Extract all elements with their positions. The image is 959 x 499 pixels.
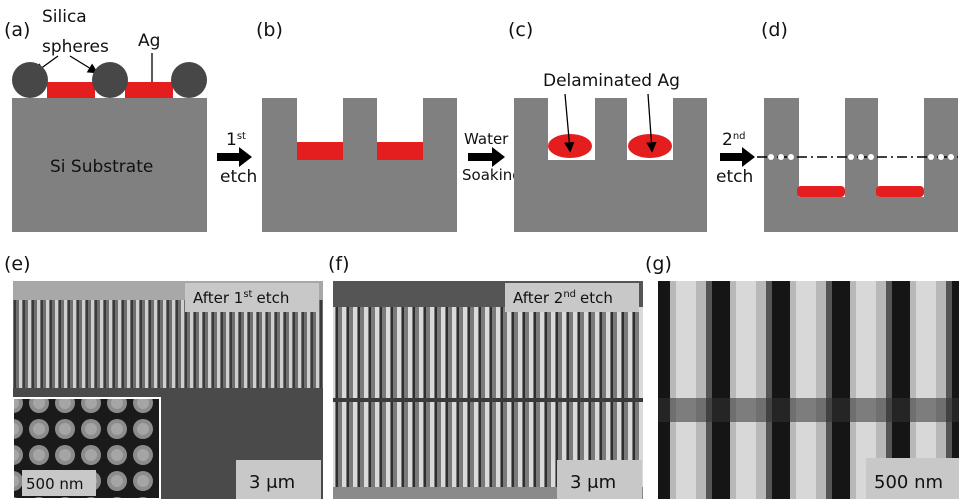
panel-label: (g)	[645, 253, 672, 275]
ag-label: Ag	[138, 31, 160, 51]
text-part: st	[237, 131, 246, 142]
panel-label: (a)	[4, 19, 30, 41]
arrow-body	[217, 153, 239, 161]
arrow-head	[492, 147, 505, 167]
panel-label: (b)	[256, 19, 283, 41]
image-caption: After 2nd etch	[513, 289, 613, 307]
silver-film	[297, 142, 343, 160]
arrow	[69, 55, 99, 74]
text-part: st	[243, 289, 252, 300]
step-word: etch	[716, 167, 753, 187]
silica-sphere	[12, 62, 48, 98]
text-part: 2	[722, 130, 733, 150]
spheres-label: spheres	[42, 37, 109, 57]
panel-label: (c)	[508, 19, 533, 41]
delaminated-label: Delaminated Ag	[543, 71, 680, 91]
arrow-body	[720, 153, 742, 161]
text-part: After 2	[513, 289, 563, 307]
substrate	[12, 98, 207, 232]
etch-boundary	[658, 398, 959, 422]
step-label: Soaking	[462, 166, 522, 184]
step-label: 1st	[226, 130, 246, 150]
etch-boundary	[333, 398, 643, 402]
sem-nanowires	[333, 307, 643, 487]
panel-label: (f)	[328, 253, 350, 275]
text-part: etch	[256, 289, 289, 307]
silver-film	[377, 142, 423, 160]
arrow	[564, 93, 575, 153]
silver-cluster	[628, 134, 672, 158]
sem-nanowires	[13, 300, 323, 388]
scale-label: 3 μm	[249, 472, 295, 493]
arrow-head	[742, 147, 755, 167]
pore-dots	[768, 154, 954, 160]
substrate-label: Si Substrate	[50, 157, 153, 177]
scale-box	[866, 458, 959, 499]
scale-box	[22, 470, 96, 496]
silver-film	[797, 186, 845, 197]
scale-box	[236, 460, 321, 499]
text-part: nd	[563, 289, 576, 300]
silica-sphere	[92, 62, 128, 98]
arrow-body	[468, 153, 492, 161]
silica-sphere	[171, 62, 207, 98]
etched-substrate	[764, 98, 958, 232]
scale-label: 500 nm	[26, 475, 84, 493]
caption-box	[505, 283, 639, 312]
text-part: nd	[733, 131, 746, 142]
etched-substrate	[514, 98, 707, 232]
step-word: etch	[220, 167, 257, 187]
text-part: After 1	[193, 289, 243, 307]
silver-film	[47, 82, 95, 98]
text-part: 1	[226, 130, 237, 150]
silver-film	[876, 186, 924, 197]
silica-label: Silica	[42, 7, 87, 27]
step-label: Water	[464, 130, 509, 148]
scale-label: 3 μm	[570, 472, 616, 493]
scale-label: 500 nm	[874, 472, 943, 493]
panel-label: (d)	[761, 19, 788, 41]
arrow	[646, 93, 657, 153]
caption-box	[185, 283, 319, 312]
step-label: 2nd	[722, 130, 746, 150]
etched-substrate	[262, 98, 457, 232]
text-part: etch	[580, 289, 613, 307]
panel-label: (e)	[4, 253, 31, 275]
silver-film	[125, 82, 173, 98]
image-caption: After 1st etch	[193, 289, 289, 307]
scale-box	[557, 460, 642, 499]
arrow-head	[239, 147, 252, 167]
